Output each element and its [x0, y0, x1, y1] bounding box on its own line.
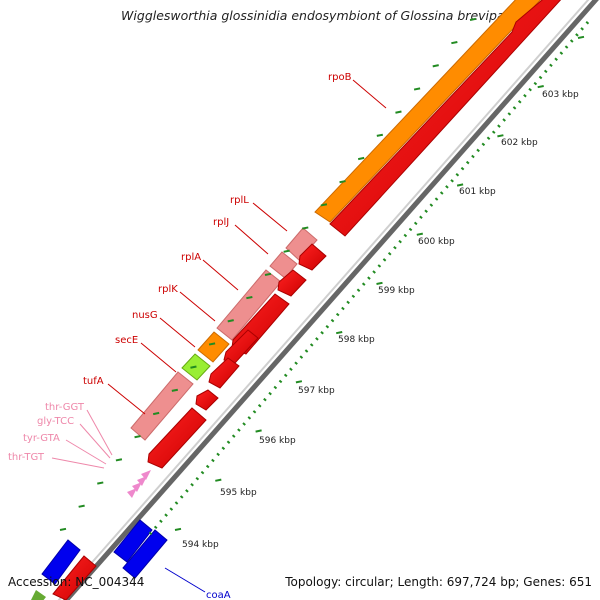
tick-dash: [59, 527, 67, 531]
scale-label-594: 594 kbp: [182, 540, 219, 550]
label-tufA: tufA: [83, 376, 104, 387]
tick-dash: [456, 183, 464, 187]
label-nusG: nusG: [132, 310, 158, 321]
scale-label-597: 597 kbp: [298, 386, 335, 396]
tick-dash: [215, 478, 222, 482]
map-title: Wigglesworthia glossinidia endosymbiont …: [121, 8, 520, 23]
scale-label-599: 599 kbp: [378, 286, 415, 296]
tick-dash: [577, 35, 585, 39]
tick-dash: [376, 133, 384, 137]
scale-label-596: 596 kbp: [259, 436, 296, 446]
gene-nusG-reverse: [208, 357, 240, 389]
tick-dash: [208, 342, 216, 346]
label-rplL: rplL: [230, 195, 249, 206]
tick-dash: [97, 481, 104, 485]
gene-tufA-reverse: [147, 407, 207, 469]
gene-rplA-forward: [216, 269, 282, 341]
label-gly-TCC: gly-TCC: [37, 416, 74, 427]
genome-backbone: [57, 0, 599, 600]
genes-value: 651: [569, 575, 592, 589]
label-rplK: rplK: [158, 284, 178, 295]
reverse-strand-track: [52, 0, 562, 600]
length-label: Length:: [397, 575, 443, 589]
tick-dash: [78, 504, 85, 508]
label-coaA: coaA: [206, 590, 231, 600]
scale-labels: 594 kbp 595 kbp 596 kbp 597 kbp 598 kbp …: [182, 90, 579, 550]
topology-label: Topology:: [285, 575, 342, 589]
scale-label-601: 601 kbp: [459, 187, 496, 197]
gene-coaA-reverse: [122, 529, 168, 579]
tick-dash: [190, 365, 197, 369]
inner-tick-marks: [59, 17, 477, 531]
tick-dash: [537, 85, 544, 89]
label-rplA: rplA: [181, 252, 201, 263]
tick-dash: [451, 41, 458, 45]
label-tyr-GTA: tyr-GTA: [23, 433, 60, 444]
label-rpoB: rpoB: [328, 72, 352, 83]
accession-label: Accession:: [8, 575, 72, 589]
scale-label-602: 602 kbp: [501, 138, 538, 148]
gene-rpoB-forward: [314, 0, 541, 223]
tick-dash: [134, 435, 141, 439]
trna-marker-2: [132, 482, 142, 492]
tick-dash: [320, 203, 328, 207]
tick-dash: [413, 87, 421, 91]
tick-dash: [395, 110, 402, 114]
genes-label: Genes:: [523, 575, 566, 589]
tick-dash: [376, 281, 383, 285]
tick-dash: [227, 319, 234, 323]
gene-label-leaders: [51, 79, 387, 593]
scale-label-603: 603 kbp: [542, 90, 579, 100]
gene-rplJ-reverse: [277, 269, 307, 297]
gene-red-left: [52, 555, 97, 600]
tick-dash: [171, 388, 179, 392]
gene-coaA-forward: [113, 519, 153, 563]
tick-dash: [469, 17, 477, 21]
gene-blue-left: [41, 539, 81, 585]
label-rplJ: rplJ: [213, 217, 229, 228]
scale-label-598: 598 kbp: [338, 335, 375, 345]
tick-dash: [174, 527, 182, 531]
tick-dash: [115, 458, 123, 462]
length-value: 697,724 bp: [446, 575, 516, 589]
scale-label-600: 600 kbp: [418, 237, 455, 247]
tick-dash: [246, 296, 253, 300]
accession-info: Accession: NC_004344: [8, 575, 144, 589]
tick-dash: [432, 64, 439, 68]
gene-labels: rpoB rplL rplJ rplA rplK nusG secE tufA …: [8, 72, 352, 600]
gene-secE-reverse: [195, 389, 219, 411]
gene-orange-small: [197, 331, 230, 363]
gene-rplL-reverse: [298, 243, 327, 271]
outer-tick-marks: [174, 35, 585, 531]
scale-ruler: [148, 21, 590, 535]
gene-green-left: [31, 590, 46, 600]
tick-dash: [255, 429, 262, 433]
tick-dash: [152, 411, 160, 416]
tick-dash: [357, 156, 365, 161]
tick-dash: [302, 226, 309, 230]
tick-dash: [283, 249, 290, 253]
topology-info: Topology: circular; Length: 697,724 bp; …: [285, 575, 592, 589]
tick-dash: [416, 232, 423, 236]
gene-rpoB-reverse: [329, 0, 562, 237]
tick-dash: [339, 180, 346, 184]
label-thr-TGT: thr-TGT: [8, 452, 45, 463]
accession-value: NC_004344: [75, 575, 145, 589]
scale-label-595: 595 kbp: [220, 488, 257, 498]
tick-dash: [264, 272, 272, 276]
trna-marker-1: [137, 476, 147, 486]
topology-value: circular: [345, 575, 390, 589]
label-thr-GGT: thr-GGT: [45, 402, 85, 413]
tick-dash: [336, 331, 343, 335]
tick-dash: [295, 380, 303, 384]
tick-dash: [497, 134, 504, 138]
label-secE: secE: [115, 335, 138, 346]
trna-marker-3: [127, 488, 137, 498]
trna-marker-4: [141, 470, 151, 480]
